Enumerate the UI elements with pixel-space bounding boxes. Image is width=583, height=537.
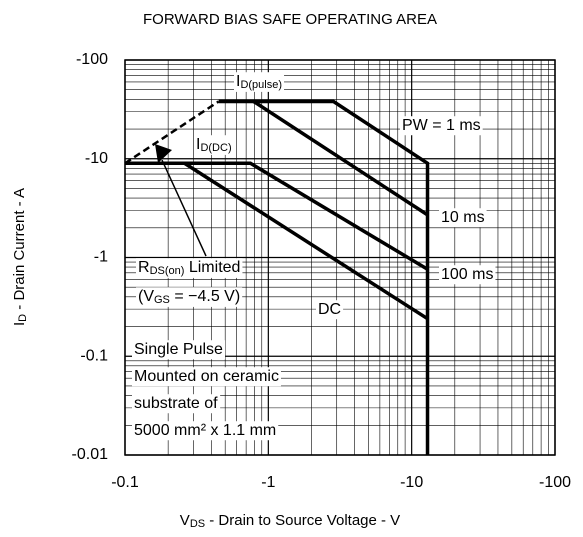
annotation: ID(DC)	[196, 136, 232, 154]
label-background	[234, 72, 285, 92]
label-background	[136, 287, 243, 307]
grid	[124, 59, 556, 456]
text-part: I	[11, 322, 28, 326]
subscript: DS	[190, 518, 205, 530]
text-part: I	[236, 73, 240, 90]
note-line: Single Pulse	[134, 341, 223, 358]
soa-line	[125, 161, 429, 271]
subscript: D	[17, 314, 29, 322]
x-tick-label: -10	[400, 474, 423, 491]
soa-line	[183, 161, 429, 321]
label-background	[132, 421, 279, 441]
y-axis-label: ID - Drain Current - A	[11, 188, 29, 326]
text-part: = −4.5 V)	[170, 288, 240, 305]
label-background	[400, 116, 483, 136]
arrow-line	[161, 159, 207, 257]
y-tick-label: -1	[94, 249, 108, 266]
y-tick-label: -0.01	[72, 446, 109, 463]
text-part: Limited	[184, 259, 240, 276]
text-part: V	[180, 512, 190, 529]
annotation: ID(pulse)	[236, 73, 282, 91]
note-line: 5000 mm² x 1.1 mm	[134, 422, 276, 439]
subscript: D(DC)	[200, 142, 231, 154]
x-tick-label: -100	[539, 474, 571, 491]
label-background	[316, 300, 344, 320]
text-part: I	[196, 136, 200, 153]
label-background	[136, 258, 243, 278]
arrow-head	[155, 144, 172, 163]
limit-line	[124, 100, 220, 165]
y-tick-label: -10	[85, 150, 108, 167]
label-background	[439, 265, 496, 285]
label-background	[194, 135, 234, 155]
text-part: - Drain Current - A	[11, 188, 28, 314]
y-tick-label: -0.1	[80, 347, 108, 364]
label-background	[132, 367, 281, 387]
plot-border	[124, 59, 556, 456]
annotation: (VGS = −4.5 V)	[138, 288, 240, 306]
label-background	[439, 208, 487, 228]
series-label: PW = 1 ms	[402, 117, 481, 134]
label-background	[132, 340, 226, 360]
x-axis-label: VDS - Drain to Source Voltage - V	[180, 512, 400, 530]
chart-title: FORWARD BIAS SAFE OPERATING AREA	[143, 11, 437, 28]
series-label: 100 ms	[441, 266, 493, 283]
note-line: substrate of	[134, 395, 218, 412]
text-part: - Drain to Source Voltage - V	[205, 512, 400, 529]
note-line: Mounted on ceramic	[134, 368, 279, 385]
subscript: DS(on)	[150, 265, 185, 277]
series-label: DC	[318, 301, 341, 318]
y-tick-label: -100	[76, 51, 108, 68]
subscript: D(pulse)	[240, 79, 282, 91]
soa-line	[252, 100, 429, 217]
subscript: GS	[154, 294, 170, 306]
text-part: (V	[138, 288, 154, 305]
lines	[124, 99, 430, 455]
label-background	[132, 394, 221, 414]
x-tick-label: -1	[261, 474, 275, 491]
soa-line	[218, 99, 430, 455]
x-tick-label: -0.1	[111, 474, 139, 491]
annotation: RDS(on) Limited	[138, 259, 240, 277]
series-label: 10 ms	[441, 209, 485, 226]
text-part: R	[138, 259, 150, 276]
